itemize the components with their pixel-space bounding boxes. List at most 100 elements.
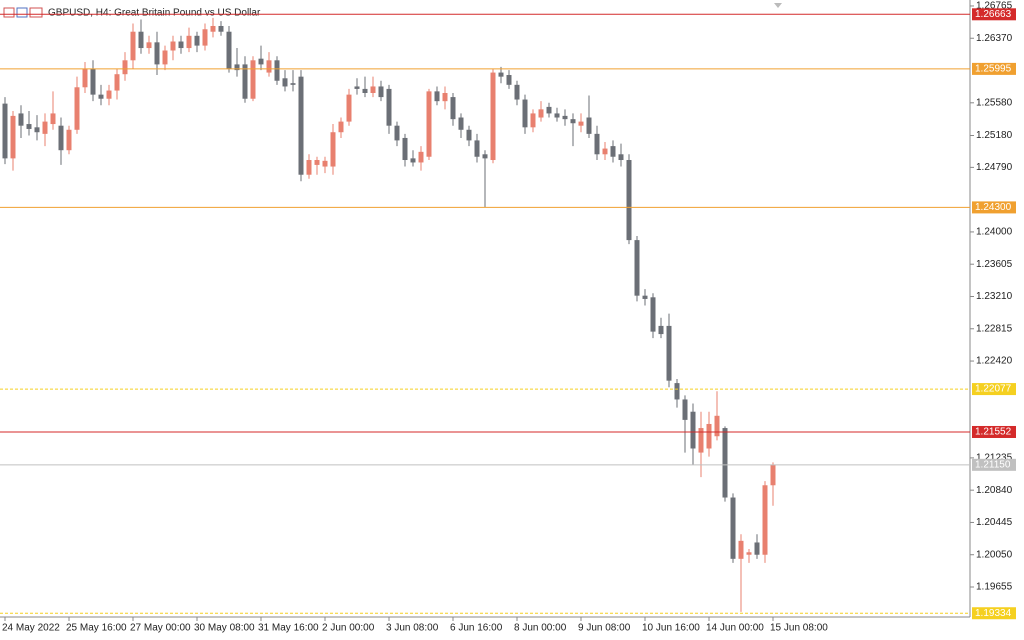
y-tick-label: 1.22420 xyxy=(976,356,1013,367)
candle-body xyxy=(466,129,472,141)
candle-body xyxy=(594,133,600,155)
candle-body xyxy=(490,72,496,161)
candle-body xyxy=(482,154,488,159)
candle-body xyxy=(122,60,128,75)
x-tick-label: 24 May 2022 xyxy=(2,623,60,634)
candle-body xyxy=(66,129,72,151)
candle-body xyxy=(58,125,64,151)
candle-body xyxy=(154,42,160,65)
candle-body xyxy=(290,83,296,85)
price-level-tag xyxy=(972,458,1016,471)
icon xyxy=(29,7,43,18)
candle-body xyxy=(730,497,736,559)
candle-body xyxy=(90,68,96,95)
candle-body xyxy=(10,115,16,159)
candle-body xyxy=(226,31,232,69)
y-tick-label: 1.20840 xyxy=(976,485,1013,496)
icon xyxy=(3,7,15,18)
candle-body xyxy=(2,103,8,159)
candle-body xyxy=(722,428,728,498)
candle-body xyxy=(434,91,440,102)
symbol-icons xyxy=(3,7,43,18)
x-tick-label: 15 Jun 08:00 xyxy=(770,623,828,634)
candle-body xyxy=(306,160,312,175)
candle-body xyxy=(770,464,776,486)
candle-body xyxy=(370,86,376,93)
candle-body xyxy=(682,399,688,420)
candle-body xyxy=(362,88,368,93)
x-tick-label: 9 Jun 08:00 xyxy=(578,623,631,634)
price-level-label: 1.22077 xyxy=(975,384,1012,395)
y-tick-label: 1.19655 xyxy=(976,582,1013,593)
y-tick-label: 1.23210 xyxy=(976,291,1013,302)
x-tick-label: 3 Jun 08:00 xyxy=(386,623,439,634)
candle-body xyxy=(634,240,640,296)
candle-body xyxy=(378,86,384,98)
candle-body xyxy=(642,295,648,299)
price-level-label: 1.25995 xyxy=(975,64,1012,75)
candle-body xyxy=(506,75,512,85)
candle-body xyxy=(586,117,592,134)
candle-body xyxy=(186,35,192,49)
candle-body xyxy=(738,540,744,559)
candle-body xyxy=(50,113,56,125)
candle-body xyxy=(114,74,120,91)
y-tick-label: 1.22815 xyxy=(976,323,1013,334)
x-tick-label: 14 Jun 00:00 xyxy=(706,623,764,634)
x-tick-label: 6 Jun 16:00 xyxy=(450,623,503,634)
candle-body xyxy=(322,160,328,167)
candle-body xyxy=(394,125,400,141)
candle-body xyxy=(314,160,320,165)
price-level-tag xyxy=(972,8,1016,21)
candle-body xyxy=(42,121,48,134)
price-level-tag xyxy=(972,201,1016,214)
price-level-tag xyxy=(972,383,1016,396)
y-tick-label: 1.21235 xyxy=(976,453,1013,464)
candle-body xyxy=(522,99,528,128)
y-tick-label: 1.26370 xyxy=(976,33,1013,44)
candle-body xyxy=(602,148,608,155)
candle-body xyxy=(674,383,680,400)
x-tick-label: 10 Jun 16:00 xyxy=(642,623,700,634)
candle-body xyxy=(170,41,176,51)
scroll-marker xyxy=(774,3,782,8)
candle-body xyxy=(330,132,336,167)
candle-body xyxy=(538,109,544,118)
candle-body xyxy=(298,76,304,175)
candle-body xyxy=(210,25,216,32)
candle-body xyxy=(754,542,760,555)
candle-body xyxy=(610,146,616,157)
candle-body xyxy=(138,31,144,49)
candle-body xyxy=(234,64,240,71)
candle-body xyxy=(658,325,664,335)
candle-body xyxy=(106,90,112,99)
candle-body xyxy=(402,137,408,161)
candle-body xyxy=(282,78,288,87)
price-level-label: 1.19334 xyxy=(975,608,1012,619)
candle-body xyxy=(474,140,480,157)
y-tick-label: 1.23605 xyxy=(976,259,1013,270)
candle-body xyxy=(274,60,280,81)
price-level-tag xyxy=(972,425,1016,438)
candle-body xyxy=(562,115,568,120)
candle-body xyxy=(146,42,152,49)
candle-body xyxy=(250,60,256,99)
candle-body xyxy=(34,127,40,133)
candle-body xyxy=(346,94,352,122)
candle-body xyxy=(194,35,200,46)
candle-body xyxy=(650,297,656,332)
candle-body xyxy=(706,423,712,449)
candle-body xyxy=(426,91,432,157)
candle-body xyxy=(386,88,392,126)
candle-body xyxy=(514,84,520,100)
candle-body xyxy=(202,29,208,46)
x-tick-label: 8 Jun 00:00 xyxy=(514,623,567,634)
x-tick-label: 2 Jun 00:00 xyxy=(322,623,375,634)
price-level-tag xyxy=(972,607,1016,620)
candle-body xyxy=(82,68,88,88)
candle-body xyxy=(26,124,32,129)
candle-body xyxy=(178,41,184,49)
y-tick-label: 1.24000 xyxy=(976,227,1013,238)
candle-body xyxy=(410,158,416,163)
